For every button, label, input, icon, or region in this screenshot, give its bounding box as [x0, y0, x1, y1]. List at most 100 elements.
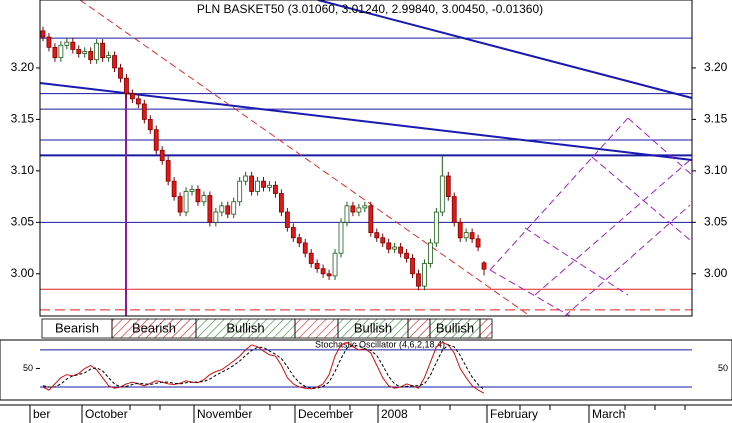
main-frame: [39, 0, 693, 317]
candle-body: [368, 205, 374, 234]
candle-body: [422, 263, 427, 287]
candle-body: [284, 211, 290, 228]
candle-body: [82, 51, 88, 54]
gann-lines: [489, 117, 693, 317]
candle-body: [141, 103, 147, 120]
candle-body: [302, 242, 308, 254]
y-tick-label: 3.10: [704, 163, 728, 177]
candle-body: [416, 273, 421, 287]
candle-body: [147, 119, 153, 131]
candle-body: [344, 205, 350, 223]
candle-body: [153, 129, 159, 151]
candle-body: [225, 205, 231, 215]
candle-body: [326, 273, 332, 277]
candle-body: [52, 46, 58, 59]
candle-body: [46, 36, 52, 48]
candle-body: [296, 237, 302, 244]
signal-label: Bearish: [132, 320, 176, 335]
signal-segment: [407, 318, 431, 339]
candle-body: [380, 237, 386, 244]
candle-body: [64, 41, 70, 46]
candle-body: [165, 160, 171, 182]
candle-body: [320, 268, 326, 275]
candle-body: [124, 77, 129, 95]
candle-body: [207, 195, 213, 223]
candle-body: [76, 49, 82, 54]
candle-body: [171, 180, 177, 197]
candle-body: [189, 188, 195, 192]
oscillator-frame: [0, 339, 732, 401]
candle-body: [332, 252, 338, 277]
candle-body: [183, 191, 189, 213]
candle-body: [135, 98, 141, 105]
candle-body: [70, 41, 76, 50]
signal-segment: [479, 318, 493, 339]
y-tick-label: 3.20: [704, 60, 728, 74]
candle-body: [314, 263, 320, 270]
trend-line: [79, 0, 531, 317]
signal-segment: [294, 318, 339, 339]
trend-line: [317, 0, 693, 99]
y-tick-label: 3.15: [704, 112, 728, 126]
candle-body: [445, 175, 451, 197]
candle-body: [129, 93, 135, 100]
candle-body: [213, 211, 219, 223]
candle-body: [88, 51, 94, 61]
candle-body: [451, 196, 457, 223]
candle-body: [404, 252, 409, 259]
candle-body: [469, 232, 475, 240]
y-tick-label: 3.10: [11, 163, 35, 177]
candle-body: [243, 175, 249, 182]
x-tick-label: October: [85, 407, 128, 421]
candle-body: [457, 221, 463, 239]
candle-body: [350, 205, 356, 213]
y-tick-label: 3.05: [11, 215, 35, 229]
x-tick-label: December: [298, 407, 353, 421]
chart-title: PLN BASKET50 (3.01060, 3.01240, 2.99840,…: [197, 2, 543, 16]
candle-body: [231, 201, 237, 215]
candle-body: [201, 195, 207, 203]
candle-body: [261, 180, 266, 188]
oscillator-title: Stochastic Oscillator (4,6,2,18,4): [315, 339, 445, 349]
signal-label: Bullish: [436, 320, 474, 335]
candle-body: [475, 238, 481, 248]
y-tick-label: 3.20: [11, 60, 35, 74]
candle-body: [398, 246, 404, 254]
candle-body: [439, 175, 445, 213]
candle-body: [463, 232, 469, 239]
x-tick-label: ber: [33, 407, 50, 421]
candle-body: [177, 196, 183, 213]
candle-body: [106, 55, 111, 59]
candle-body: [255, 180, 260, 192]
y-tick-label: 3.00: [11, 266, 35, 280]
signal-label: Bullish: [226, 320, 264, 335]
candle-body: [290, 227, 296, 239]
candle-body: [433, 211, 439, 244]
candle-body: [308, 252, 314, 264]
oscillator-line: [42, 341, 485, 394]
candle-body: [356, 207, 362, 213]
candle-body: [338, 221, 344, 254]
y-tick-label: 3.15: [11, 112, 35, 126]
candle-body: [118, 67, 123, 79]
candle-body: [410, 257, 415, 275]
y-tick-label: 50: [23, 363, 33, 373]
trend-line: [39, 82, 693, 161]
candle-body: [159, 149, 165, 161]
candle-body: [427, 242, 433, 264]
candle-body: [100, 42, 105, 59]
candle-body: [392, 246, 398, 250]
candle-body: [112, 55, 117, 69]
candle-body: [94, 42, 100, 61]
candle-body: [278, 193, 284, 213]
candle-body: [237, 180, 243, 203]
y-tick-label: 3.05: [704, 215, 728, 229]
candle-body: [267, 184, 272, 188]
candle-body: [40, 30, 46, 38]
trend-lines: [39, 0, 693, 317]
candle-body: [362, 205, 368, 209]
candle-body: [386, 242, 392, 250]
x-tick-label: November: [197, 407, 252, 421]
